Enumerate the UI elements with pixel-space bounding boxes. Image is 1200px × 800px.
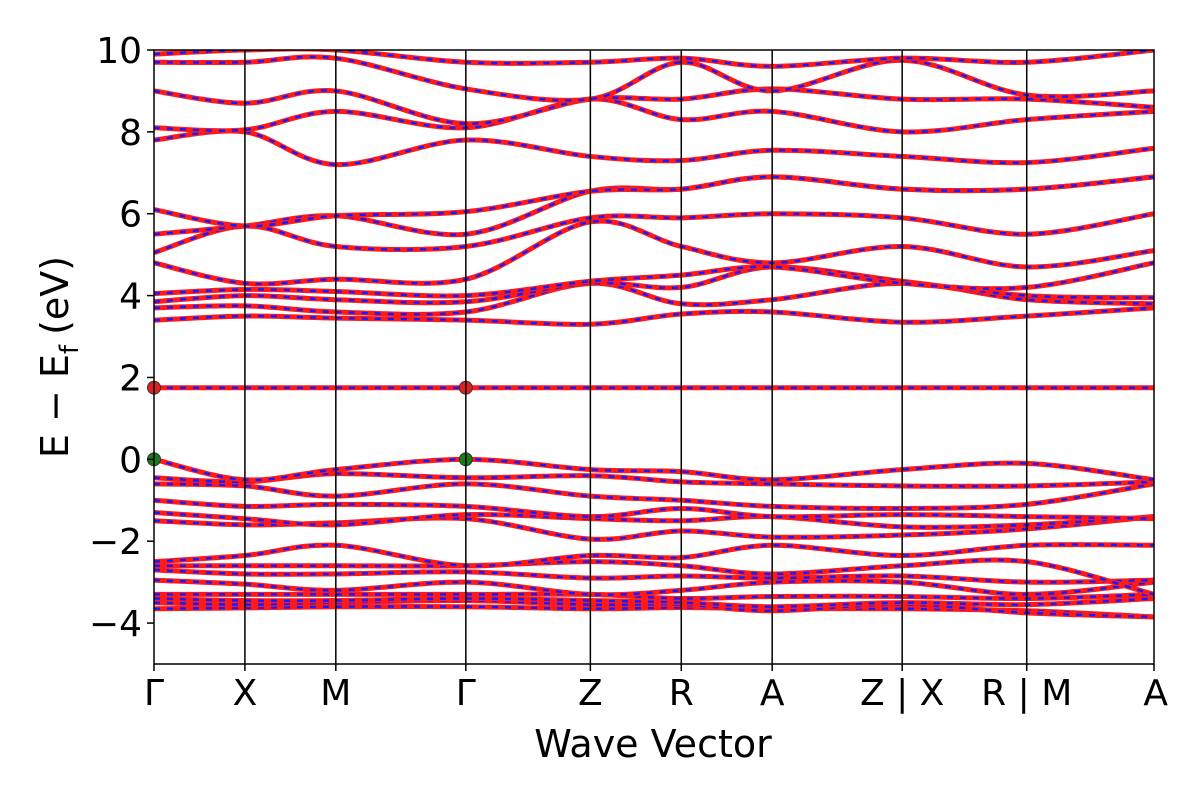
y-tick-label-3: 2 bbox=[119, 358, 142, 399]
x-tick-label-9: A bbox=[1143, 673, 1168, 714]
y-axis-label: E − Ef (eV) bbox=[33, 256, 85, 458]
band-line-18 bbox=[154, 260, 1154, 299]
band-line-dashed-7 bbox=[154, 543, 1154, 568]
y-axis-label-subscript: f bbox=[55, 344, 85, 354]
band-line-dashed-13 bbox=[154, 458, 1154, 482]
plot-frame bbox=[153, 49, 1155, 665]
band-line-dashed-11 bbox=[154, 482, 1154, 510]
x-axis-label: Wave Vector bbox=[534, 722, 772, 766]
band-line-dashed-19 bbox=[154, 219, 1154, 286]
band-line-9 bbox=[154, 510, 1154, 530]
band-line-dashed-26 bbox=[154, 55, 1154, 102]
x-tick-label-0: Γ bbox=[144, 673, 164, 714]
y-tick-label-0: −4 bbox=[89, 604, 142, 645]
x-tick-label-7: Z | X bbox=[860, 673, 944, 714]
band-line-dashed-1 bbox=[154, 599, 1154, 619]
x-tick-label-8: R | M bbox=[981, 673, 1072, 714]
y-tick-label-6: 8 bbox=[119, 113, 142, 154]
band-line-dashed-2 bbox=[154, 597, 1154, 608]
band-line-dashed-20 bbox=[154, 212, 1154, 254]
y-tick-label-1: −2 bbox=[89, 522, 142, 563]
x-tick-label-6: A bbox=[760, 673, 785, 714]
x-tick-label-5: R bbox=[669, 673, 694, 714]
band-line-27 bbox=[154, 50, 1154, 69]
y-tick-label-7: 10 bbox=[96, 31, 142, 72]
x-tick-label-4: Z bbox=[578, 673, 603, 714]
markers-layer bbox=[147, 380, 473, 467]
band-line-dashed-6 bbox=[154, 558, 1154, 596]
x-tick-label-3: Γ bbox=[456, 673, 476, 714]
band-line-dashed-17 bbox=[154, 265, 1154, 304]
kpoint-lines-layer bbox=[244, 50, 1028, 664]
y-axis-label-unit: (eV) bbox=[33, 256, 77, 335]
y-tick-label-5: 6 bbox=[119, 195, 142, 236]
band-line-dashed-3 bbox=[154, 592, 1154, 600]
band-line-dashed-24 bbox=[154, 97, 1154, 134]
y-axis-label-main: E − E bbox=[33, 354, 77, 458]
bands-layer bbox=[154, 50, 1154, 620]
band-line-dashed-23 bbox=[154, 129, 1154, 166]
band-line-dashed-8 bbox=[154, 515, 1154, 541]
band-line-dashed-22 bbox=[154, 175, 1154, 228]
x-axis-ticks: Γ X M Γ Z R A Z | X R | M A bbox=[144, 664, 1168, 714]
y-tick-label-2: 0 bbox=[119, 440, 142, 481]
band-line-10 bbox=[154, 497, 1154, 522]
band-line-dashed-25 bbox=[154, 87, 1154, 125]
x-tick-label-2: M bbox=[320, 673, 351, 714]
band-line-dashed-5 bbox=[154, 568, 1154, 584]
y-tick-label-4: 4 bbox=[119, 277, 142, 318]
band-line-15 bbox=[154, 305, 1154, 327]
band-line-4 bbox=[154, 577, 1154, 598]
y-axis-ticks: −4 −2 0 2 4 6 8 10 bbox=[89, 31, 154, 645]
x-tick-label-1: X bbox=[233, 673, 258, 714]
